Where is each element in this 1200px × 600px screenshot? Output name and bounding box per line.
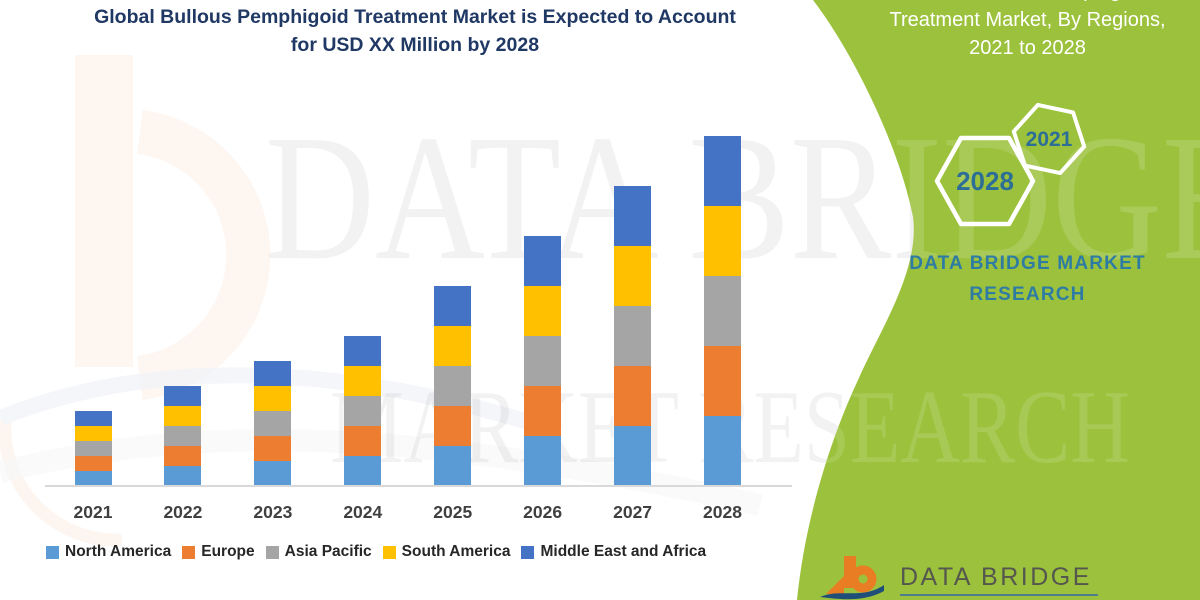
chart-title: Global Bullous Pemphigoid Treatment Mark… bbox=[30, 4, 800, 59]
bar-segment-south-america bbox=[74, 426, 112, 441]
bar-segment-middle-east-and-africa bbox=[164, 386, 202, 406]
hexagon-2021-label: 2021 bbox=[1026, 128, 1073, 151]
bar-segment-south-america bbox=[614, 246, 652, 306]
x-axis-label-2021: 2021 bbox=[73, 502, 113, 522]
bar-segment-north-america bbox=[614, 426, 652, 486]
legend-item-asia-pacific: Asia Pacific bbox=[265, 543, 372, 561]
bar-2028 bbox=[704, 136, 741, 486]
panel-title-clipped-line: Global Bullous Pemphigoid bbox=[855, 0, 1200, 5]
legend-label: South America bbox=[401, 543, 511, 560]
legend-swatch-icon bbox=[521, 545, 535, 559]
legend-swatch-icon bbox=[182, 545, 196, 559]
bar-2026 bbox=[524, 236, 562, 486]
bar-segment-north-america bbox=[704, 416, 741, 486]
bar-segment-europe bbox=[344, 426, 382, 456]
bar-segment-europe bbox=[614, 366, 652, 426]
x-axis-label-2025: 2025 bbox=[433, 502, 473, 522]
bar-segment-north-america bbox=[74, 471, 112, 486]
bar-2023 bbox=[254, 361, 292, 486]
bar-segment-middle-east-and-africa bbox=[614, 186, 652, 246]
bar-segment-asia-pacific bbox=[434, 366, 472, 406]
bar-segment-asia-pacific bbox=[74, 441, 112, 456]
brand-name-line2: RESEARCH bbox=[969, 284, 1086, 305]
bar-segment-asia-pacific bbox=[524, 336, 562, 386]
bar-segment-asia-pacific bbox=[704, 276, 741, 346]
legend-label: Middle East and Africa bbox=[540, 543, 707, 560]
footer-underline bbox=[900, 594, 1098, 596]
bar-segment-middle-east-and-africa bbox=[344, 336, 382, 366]
panel-title-line1: Treatment Market, By Regions, bbox=[889, 9, 1166, 31]
bar-segment-north-america bbox=[164, 466, 202, 486]
year-hexagons: 2028 2021 bbox=[934, 102, 1087, 227]
bar-segment-north-america bbox=[524, 436, 562, 486]
bar-segment-asia-pacific bbox=[344, 396, 382, 426]
bar-2022 bbox=[164, 386, 202, 486]
legend-label: North America bbox=[65, 543, 172, 560]
data-bridge-b-icon bbox=[820, 556, 884, 600]
bar-segment-north-america bbox=[254, 461, 292, 486]
green-panel-shape bbox=[797, 0, 1200, 600]
bar-segment-europe bbox=[164, 446, 202, 466]
legend-item-europe: Europe bbox=[182, 543, 255, 561]
x-axis-label-2028: 2028 bbox=[703, 502, 742, 522]
legend-item-south-america: South America bbox=[382, 543, 511, 561]
bar-segment-middle-east-and-africa bbox=[434, 286, 472, 326]
x-axis-label-2027: 2027 bbox=[613, 502, 653, 522]
x-axis-label-2024: 2024 bbox=[343, 502, 383, 522]
brand-name-line1: DATA BRIDGE MARKET bbox=[909, 253, 1146, 274]
hexagon-2028-icon bbox=[934, 135, 1036, 227]
legend-swatch-icon bbox=[265, 545, 279, 559]
chart-legend: North America Europe Asia Pacific South Ame… bbox=[46, 543, 706, 561]
bar-segment-south-america bbox=[704, 206, 741, 276]
bar-segment-asia-pacific bbox=[254, 411, 292, 436]
legend-item-middle-east-and-africa: Middle East and Africa bbox=[521, 543, 706, 561]
x-axis-line bbox=[45, 485, 792, 487]
bar-segment-middle-east-and-africa bbox=[524, 236, 562, 286]
bar-segment-europe bbox=[74, 456, 112, 471]
footer-brand-name: DATA BRIDGE bbox=[900, 563, 1092, 591]
legend-swatch-icon bbox=[382, 545, 396, 559]
legend-label: Asia Pacific bbox=[284, 543, 372, 560]
bar-segment-middle-east-and-africa bbox=[74, 411, 112, 426]
bar-segment-south-america bbox=[254, 386, 292, 411]
legend-swatch-icon bbox=[46, 545, 59, 559]
side-panel: Global Bullous Pemphigoid Treatment Mark… bbox=[855, 0, 1200, 600]
footer-logo: DATA BRIDGE MARKET RESEARCH bbox=[818, 550, 1200, 600]
bar-segment-europe bbox=[434, 406, 472, 446]
bar-segment-south-america bbox=[524, 286, 562, 336]
x-axis-label-2023: 2023 bbox=[253, 502, 293, 522]
bar-segment-south-america bbox=[434, 326, 472, 366]
chart-title-line1: Global Bullous Pemphigoid Treatment Mark… bbox=[94, 6, 736, 28]
bar-segment-asia-pacific bbox=[614, 306, 652, 366]
bar-segment-south-america bbox=[344, 366, 382, 396]
bar-2024 bbox=[344, 336, 382, 486]
bar-segment-europe bbox=[524, 386, 562, 436]
bar-segment-middle-east-and-africa bbox=[704, 136, 741, 206]
x-axis-label-2026: 2026 bbox=[523, 502, 563, 522]
chart-title-line2: for USD XX Million by 2028 bbox=[290, 33, 540, 56]
legend-item-north-america: North America bbox=[46, 543, 171, 561]
bar-segment-north-america bbox=[344, 456, 382, 486]
bar-segment-south-america bbox=[164, 406, 202, 426]
x-axis-label-2022: 2022 bbox=[163, 502, 203, 522]
bar-segment-middle-east-and-africa bbox=[254, 361, 292, 386]
hexagon-2028-label: 2028 bbox=[956, 166, 1014, 196]
panel-title-line2: 2021 to 2028 bbox=[969, 37, 1086, 59]
bar-2025 bbox=[434, 286, 472, 486]
legend-label: Europe bbox=[201, 543, 255, 560]
bar-2027 bbox=[614, 186, 652, 486]
bar-2021 bbox=[74, 411, 112, 486]
hexagon-2021-icon bbox=[1011, 102, 1087, 176]
bar-segment-europe bbox=[704, 346, 741, 416]
bar-segment-north-america bbox=[434, 446, 472, 486]
footer-brand-subtitle: MARKET RESEARCH bbox=[901, 598, 1106, 600]
bar-segment-europe bbox=[254, 436, 292, 461]
bar-segment-asia-pacific bbox=[164, 426, 202, 446]
